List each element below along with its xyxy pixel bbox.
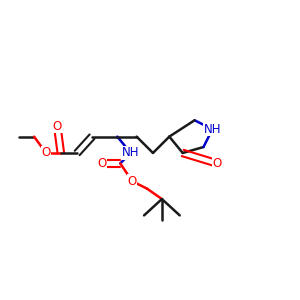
Text: O: O [212, 157, 221, 170]
Text: NH: NH [122, 146, 140, 160]
Text: O: O [128, 175, 137, 188]
Text: O: O [52, 120, 62, 133]
Text: NH: NH [204, 123, 221, 136]
Text: O: O [97, 157, 106, 170]
Text: O: O [41, 146, 51, 160]
